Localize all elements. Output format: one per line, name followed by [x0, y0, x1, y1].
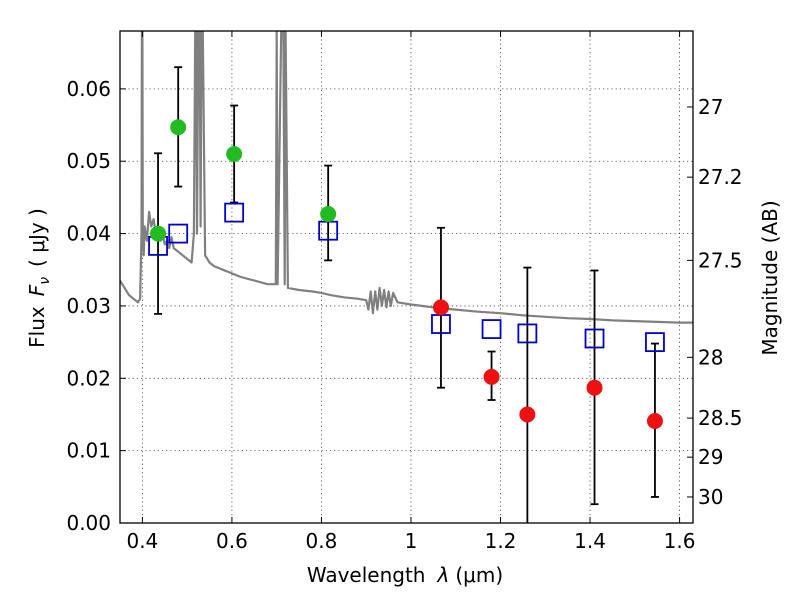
y-tick-label: 0.04: [66, 222, 111, 246]
x-axis-title: Wavelength λ (μm): [307, 563, 503, 587]
observed-nir-point: [646, 412, 663, 429]
y2-axis-title: Magnitude (AB): [758, 200, 782, 355]
x-tick-label: 1: [405, 529, 418, 553]
y-tick-label: 0.02: [66, 366, 111, 390]
x-tick-label: 1.2: [485, 529, 517, 553]
observed-nir-point: [586, 379, 603, 396]
observed-optical-point: [226, 146, 243, 162]
model-photometry-square: [481, 319, 502, 339]
y-tick-label: 0.05: [66, 149, 111, 173]
y2-tick-label: 28.5: [698, 406, 743, 430]
markers: [148, 119, 665, 429]
axis-ticks: 0.4 0.6 0.8 1 1.2 1.4 1.6 0.00 0.01 0.02 0.03 0.04 0…: [66, 31, 743, 553]
y-tick-label: 0.00: [66, 511, 111, 535]
x-tick-label: 1.6: [664, 529, 696, 553]
x-tick-label: 1.4: [574, 529, 606, 553]
x-tick-label: 0.4: [126, 529, 158, 553]
observed-optical-point: [320, 206, 337, 223]
model-photometry-square: [168, 223, 189, 244]
y-axis-title: FluxFν( μJy ): [25, 208, 53, 348]
error-bars: [154, 66, 659, 523]
observed-nir-point: [519, 406, 536, 423]
model-sed-line: [120, 31, 693, 324]
y2-tick-label: 27: [698, 95, 723, 119]
model-photometry-square: [517, 323, 538, 344]
y-tick-label: 0.06: [66, 77, 111, 101]
y2-tick-label: 30: [698, 485, 723, 509]
y-tick-label: 0.03: [66, 294, 111, 318]
x-tick-label: 0.6: [216, 529, 248, 553]
model-photometry-square: [645, 332, 665, 353]
y2-tick-label: 28: [698, 345, 723, 369]
x-tick-label: 0.8: [306, 529, 338, 553]
model-photometry-square: [224, 202, 245, 223]
observed-optical-point: [170, 119, 187, 136]
y2-tick-label: 27.2: [698, 165, 743, 189]
observed-nir-point: [483, 368, 500, 385]
model-sed-layer: [120, 31, 693, 324]
plot-frame: [119, 30, 694, 524]
observed-nir-point: [432, 299, 449, 316]
model-photometry-square: [584, 328, 605, 349]
y2-tick-label: 29: [698, 445, 723, 469]
y-tick-label: 0.01: [66, 439, 111, 463]
grid: [120, 31, 693, 524]
observed-optical-point: [150, 225, 167, 242]
y2-tick-label: 27.5: [698, 248, 743, 272]
